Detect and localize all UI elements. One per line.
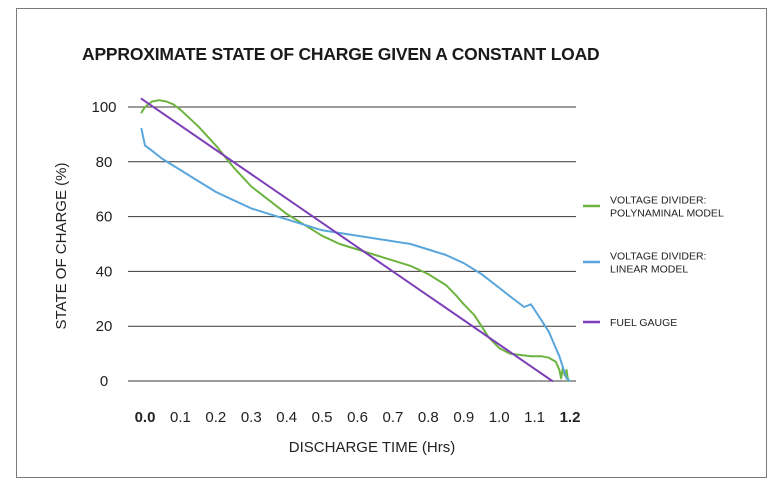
legend-label: VOLTAGE DIVIDER: bbox=[610, 251, 706, 263]
x-tick-label: 0.0 bbox=[135, 409, 156, 426]
x-tick-label: 0.8 bbox=[418, 409, 439, 426]
x-tick-label: 0.7 bbox=[382, 409, 403, 426]
series-line-1 bbox=[140, 127, 571, 382]
x-tick-label: 0.2 bbox=[205, 409, 226, 426]
x-tick-label: 0.9 bbox=[453, 409, 474, 426]
x-tick-label: 0.6 bbox=[347, 409, 368, 426]
x-tick-label: 0.1 bbox=[170, 409, 191, 426]
legend-label: LINEAR MODEL bbox=[610, 264, 688, 276]
x-tick-label: 0.5 bbox=[312, 409, 333, 426]
series-line-2 bbox=[140, 97, 554, 382]
y-tick-label: 100 bbox=[91, 99, 116, 116]
y-tick-label: 40 bbox=[96, 263, 113, 280]
legend: VOLTAGE DIVIDER:POLYNAMINAL MODELVOLTAGE… bbox=[583, 195, 724, 329]
x-axis-label: DISCHARGE TIME (Hrs) bbox=[289, 439, 455, 456]
x-tick-labels: 0.0 0.1 0.2 0.3 0.4 0.5 0.6 0.7 0.8 0.9 1.0 1.1 1.2 bbox=[135, 409, 581, 426]
y-tick-label: 0 bbox=[100, 373, 108, 390]
x-tick-label: 1.1 bbox=[524, 409, 545, 426]
legend-label: FUEL GAUGE bbox=[610, 317, 677, 329]
y-tick-labels: 0 20 40 60 80 100 bbox=[91, 99, 116, 390]
chart-frame bbox=[16, 8, 767, 478]
series-line-0 bbox=[140, 99, 570, 382]
x-tick-label: 0.3 bbox=[241, 409, 262, 426]
chart-title: APPROXIMATE STATE OF CHARGE GIVEN A CONS… bbox=[82, 44, 600, 64]
y-axis-label: STATE OF CHARGE (%) bbox=[53, 163, 70, 330]
y-tick-label: 20 bbox=[96, 318, 113, 335]
series-lines bbox=[140, 97, 571, 382]
x-tick-label: 1.0 bbox=[489, 409, 510, 426]
y-tick-label: 60 bbox=[96, 209, 113, 226]
grid-lines bbox=[128, 106, 576, 382]
x-tick-label: 0.4 bbox=[276, 409, 297, 426]
x-tick-label: 1.2 bbox=[560, 409, 581, 426]
legend-label: POLYNAMINAL MODEL bbox=[610, 208, 724, 220]
y-tick-label: 80 bbox=[96, 154, 113, 171]
legend-label: VOLTAGE DIVIDER: bbox=[610, 195, 706, 207]
